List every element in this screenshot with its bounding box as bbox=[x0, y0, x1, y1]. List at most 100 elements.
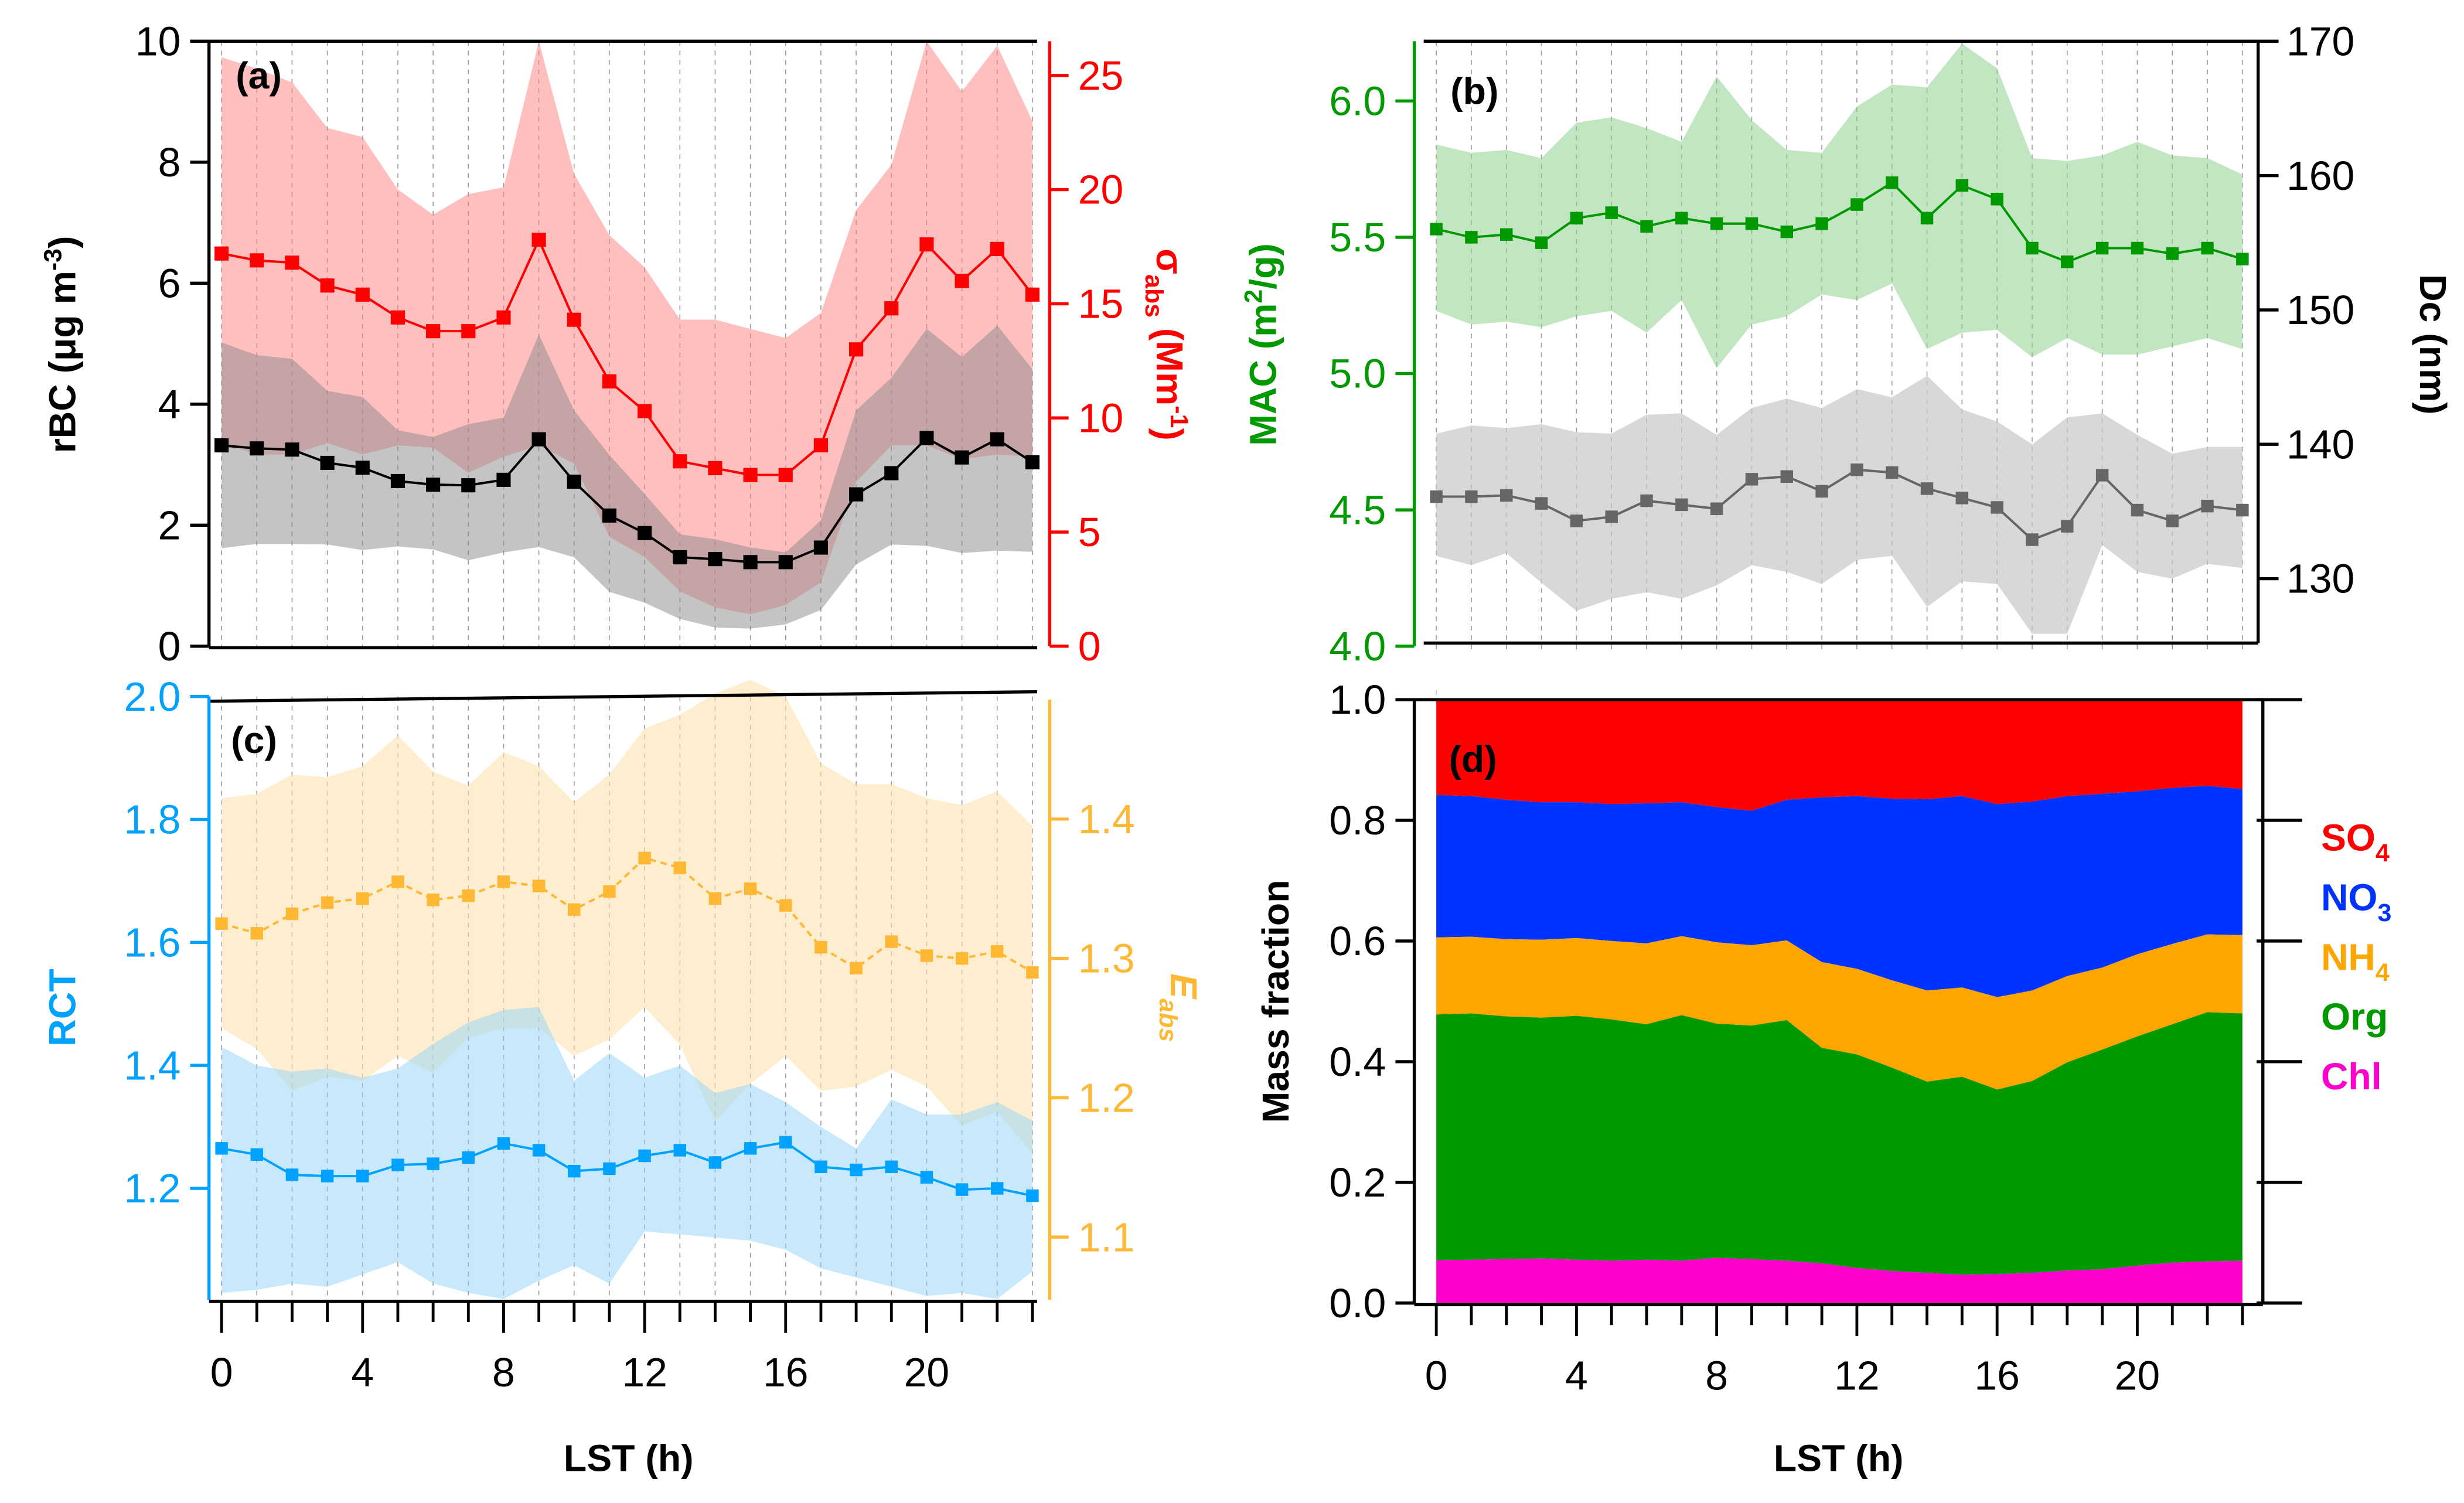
dc-marker bbox=[1850, 463, 1863, 476]
rct-marker bbox=[356, 1170, 369, 1182]
left-tick-label: 6.0 bbox=[1329, 78, 1386, 124]
y-axis-title-sigma-abs: σabs (Mm-1) bbox=[1140, 248, 1193, 441]
eabs-marker bbox=[779, 899, 792, 912]
mac-marker bbox=[2026, 241, 2039, 255]
right-tick-label: 160 bbox=[2286, 153, 2354, 199]
sigma-abs-marker bbox=[285, 255, 299, 270]
dc-marker bbox=[2061, 520, 2074, 533]
right-tick-label: 170 bbox=[2286, 18, 2354, 64]
eabs-marker bbox=[391, 875, 404, 888]
dc-marker bbox=[1430, 490, 1443, 503]
rbc-marker bbox=[355, 461, 370, 475]
panel-label-d: (d) bbox=[1449, 738, 1497, 780]
eabs-marker bbox=[673, 861, 686, 874]
y-axis-title-mac: MAC (m2/g) bbox=[1239, 243, 1284, 446]
mac-marker bbox=[1675, 212, 1688, 225]
legend-item-org: Org bbox=[2321, 996, 2388, 1038]
sigma-abs-marker bbox=[496, 310, 511, 325]
area-nh4 bbox=[1436, 934, 2243, 1090]
eabs-marker bbox=[603, 885, 616, 898]
rct-marker bbox=[885, 1160, 898, 1174]
dc-marker bbox=[1500, 489, 1513, 502]
eabs-marker bbox=[215, 917, 228, 930]
mac-marker bbox=[1535, 236, 1548, 249]
dc-marker bbox=[2095, 469, 2109, 482]
dc-marker bbox=[1675, 498, 1688, 512]
rbc-marker bbox=[955, 450, 969, 465]
eabs-band bbox=[221, 679, 1032, 1154]
mac-marker bbox=[2166, 247, 2179, 260]
rbc-marker bbox=[320, 455, 335, 471]
rct-marker bbox=[497, 1137, 510, 1150]
x-tick-label: 0 bbox=[1425, 1352, 1448, 1398]
dc-marker bbox=[1605, 510, 1618, 523]
rbc-marker bbox=[708, 552, 722, 567]
sigma-abs-marker bbox=[919, 237, 934, 252]
x-axis-title: LST (h) bbox=[1774, 1437, 1904, 1480]
y-axis-title-mass-fraction: Mass fraction bbox=[1255, 880, 1297, 1123]
right-tick-label: 25 bbox=[1078, 53, 1124, 98]
right-tick-label: 150 bbox=[2286, 287, 2354, 333]
x-tick-label: 20 bbox=[2115, 1352, 2160, 1398]
mac-marker bbox=[1991, 193, 2003, 206]
eabs-marker bbox=[356, 892, 369, 905]
area-chl bbox=[1436, 1257, 2243, 1303]
dc-marker bbox=[1885, 466, 1899, 479]
x-tick-label: 4 bbox=[351, 1349, 374, 1395]
rct-marker bbox=[568, 1164, 581, 1178]
dc-marker bbox=[1710, 502, 1723, 516]
rct-marker bbox=[638, 1149, 651, 1163]
area-no3 bbox=[1436, 786, 2243, 997]
dc-marker bbox=[1640, 494, 1653, 507]
rbc-marker bbox=[778, 555, 793, 570]
right-tick-label: 140 bbox=[2286, 421, 2354, 467]
mac-marker bbox=[2236, 253, 2249, 265]
eabs-marker bbox=[497, 875, 510, 888]
rbc-marker bbox=[1025, 455, 1040, 470]
rct-marker bbox=[285, 1168, 299, 1181]
right-tick-label: 1.1 bbox=[1078, 1214, 1135, 1260]
eabs-marker bbox=[532, 880, 546, 892]
sigma-abs-marker bbox=[602, 374, 617, 388]
rct-marker bbox=[744, 1142, 757, 1155]
rct-marker bbox=[532, 1144, 546, 1157]
panel-label-b: (b) bbox=[1450, 70, 1498, 113]
mac-marker bbox=[1465, 231, 1478, 244]
sigma-abs-marker bbox=[990, 241, 1004, 256]
rct-marker bbox=[250, 1148, 264, 1161]
x-axis-title: LST (h) bbox=[564, 1437, 694, 1480]
mac-marker bbox=[2201, 241, 2214, 255]
sigma-abs-marker bbox=[531, 233, 546, 247]
mac-marker bbox=[1745, 217, 1758, 230]
rbc-marker bbox=[638, 526, 652, 540]
left-tick-label: 4 bbox=[158, 381, 181, 427]
x-tick-label: 8 bbox=[492, 1349, 515, 1395]
area-so4 bbox=[1436, 700, 2243, 811]
rbc-marker bbox=[743, 555, 758, 570]
rct-marker bbox=[814, 1160, 827, 1174]
mac-marker bbox=[2061, 255, 2074, 268]
right-tick-label: 130 bbox=[2286, 556, 2354, 602]
mac-marker bbox=[2131, 241, 2144, 255]
rbc-marker bbox=[390, 473, 405, 489]
right-tick-label: 5 bbox=[1078, 509, 1101, 555]
dc-marker bbox=[2201, 499, 2214, 513]
rbc-marker bbox=[602, 508, 617, 523]
mac-marker bbox=[1920, 212, 1934, 225]
area-org bbox=[1436, 1012, 2243, 1275]
sigma-abs-marker bbox=[426, 324, 441, 339]
y-axis-title-dc: Dc (nm) bbox=[2412, 274, 2454, 415]
eabs-marker bbox=[814, 940, 827, 954]
mac-marker bbox=[1780, 225, 1794, 238]
panel-label-a: (a) bbox=[236, 54, 282, 97]
sigma-abs-marker bbox=[778, 468, 793, 482]
left-tick-label: 1.8 bbox=[124, 797, 180, 843]
dc-marker bbox=[1991, 501, 2003, 514]
sigma-abs-marker bbox=[884, 301, 899, 316]
rct-marker bbox=[955, 1183, 969, 1196]
dc-marker bbox=[1535, 497, 1548, 510]
sigma-abs-marker bbox=[355, 287, 370, 302]
sigma-abs-marker bbox=[955, 274, 969, 288]
rbc-marker bbox=[990, 432, 1004, 447]
